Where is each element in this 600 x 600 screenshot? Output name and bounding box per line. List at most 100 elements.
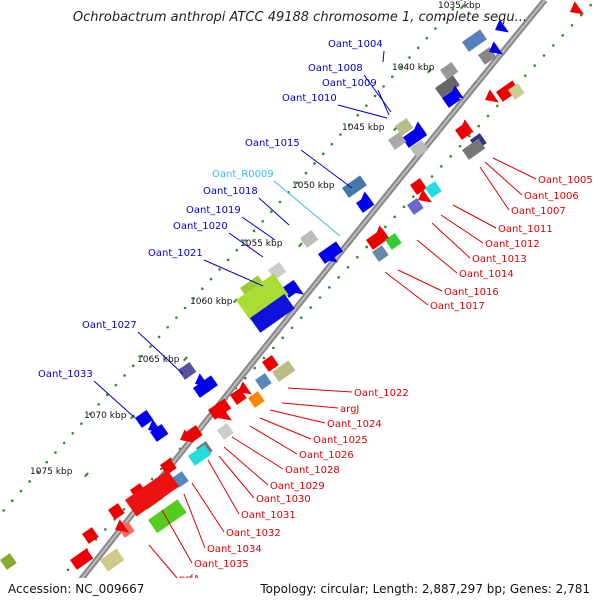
reverse-gene-feature xyxy=(148,499,187,534)
footer-bar: Accession: NC_009667 Topology: circular;… xyxy=(0,578,600,600)
gene-label-forward: Oant_1008 xyxy=(308,63,363,74)
gene-label-leader-line xyxy=(431,222,471,259)
outer-tick-dot xyxy=(309,306,312,309)
forward-gene-feature xyxy=(342,175,367,198)
gene-label-forward: Oant_1018 xyxy=(203,186,258,197)
gene-label-forward: Oant_1004 xyxy=(328,39,383,50)
inner-tick-dot xyxy=(114,383,118,387)
reverse-gene-feature xyxy=(462,138,486,160)
outer-tick-dot xyxy=(365,245,368,249)
gene-label-leader-line xyxy=(363,74,392,113)
inner-tick-dot xyxy=(45,460,49,464)
backbone-layer xyxy=(62,0,548,600)
gene-label-leader-line xyxy=(231,436,284,470)
outer-tick-dot xyxy=(66,568,70,572)
gene-label-forward: Oant_1019 xyxy=(186,205,241,216)
reverse-gene-feature xyxy=(207,398,232,420)
reverse-gene-feature xyxy=(70,548,94,570)
scale-tick-mark xyxy=(83,472,89,478)
inner-tick-dot xyxy=(209,277,213,281)
scale-tick-mark xyxy=(130,414,135,420)
inner-tick-dot xyxy=(192,297,195,300)
outer-tick-dot xyxy=(346,265,350,269)
outer-tick-dot xyxy=(580,13,583,17)
gene-label-leader-line xyxy=(337,104,388,119)
inner-tick-dot xyxy=(356,113,360,117)
gene-label-reverse: Oant_1014 xyxy=(459,269,514,280)
outer-tick-dot xyxy=(104,528,107,531)
gene-label-leader-line xyxy=(377,89,390,116)
reverse-gene-feature xyxy=(371,245,389,262)
inner-tick-dot xyxy=(62,441,66,445)
topology-info-text: Topology: circular; Length: 2,887,297 bp… xyxy=(260,582,590,596)
inner-tick-dot xyxy=(218,268,221,271)
inner-tick-dot xyxy=(347,123,351,127)
outer-tick-dot xyxy=(533,64,536,67)
inner-tick-dot xyxy=(140,354,144,358)
forward-gene-feature xyxy=(135,409,154,428)
inner-tick-dot xyxy=(278,200,282,204)
forward-gene-feature xyxy=(178,361,197,380)
reverse-gene-arrow xyxy=(375,225,389,239)
forward-gene-feature xyxy=(395,117,414,136)
gene-label-leader-line xyxy=(281,402,339,409)
forward-gene-arrow xyxy=(290,281,304,295)
gene-features-layer xyxy=(0,1,584,596)
outer-tick-dot xyxy=(272,346,275,350)
forward-gene-feature xyxy=(99,548,125,572)
gene-label-reverse: Oant_1024 xyxy=(327,419,382,430)
label-lines-layer xyxy=(93,50,537,579)
gene-label-leader-line xyxy=(191,482,225,533)
outer-tick-dot xyxy=(430,175,434,178)
inner-tick-dot xyxy=(28,480,31,483)
scale-tick-mark xyxy=(427,68,432,74)
outer-tick-dot xyxy=(468,134,471,138)
outer-tick-dot xyxy=(300,316,303,319)
gene-label-leader-line xyxy=(148,544,178,579)
inner-tick-dot xyxy=(149,345,152,348)
outer-tick-dot xyxy=(337,276,340,279)
gene-label-reverse: Oant_1022 xyxy=(354,388,409,399)
inner-tick-dot xyxy=(71,431,75,435)
outer-tick-dot xyxy=(393,215,396,219)
outer-tick-dot xyxy=(412,195,415,198)
inner-tick-dot xyxy=(226,258,230,262)
gene-label-forward: Oant_1015 xyxy=(245,138,300,149)
gene-label-leader-line xyxy=(228,232,264,258)
inner-tick-dot xyxy=(321,152,325,156)
accession-text: Accession: NC_009667 xyxy=(8,582,145,596)
gene-label-reverse: Oant_1007 xyxy=(511,206,566,217)
inner-tick-dot xyxy=(390,75,394,79)
reverse-gene-feature xyxy=(272,360,296,382)
scale-label: 1045 kbp xyxy=(342,123,385,133)
inner-tick-dot xyxy=(10,499,14,503)
reverse-gene-feature xyxy=(496,80,520,102)
inner-tick-dot xyxy=(434,27,437,30)
forward-gene-feature xyxy=(462,29,487,52)
outer-tick-dot xyxy=(486,114,490,118)
reverse-gene-feature xyxy=(188,444,212,466)
forward-gene-arrow xyxy=(360,191,374,205)
forward-gene-feature xyxy=(440,61,459,80)
forward-gene-feature xyxy=(240,275,265,298)
outer-tick-dot xyxy=(552,44,555,47)
outer-tick-dot xyxy=(262,356,266,360)
scale-label: 1055 kbp xyxy=(240,239,283,249)
forward-gene-arrow xyxy=(413,121,427,135)
inner-tick-dot xyxy=(80,422,83,425)
gene-label-leader-line xyxy=(492,157,537,180)
outer-tick-dot xyxy=(477,124,480,128)
inner-tick-dot xyxy=(175,316,178,319)
reverse-gene-feature xyxy=(255,373,272,390)
reverse-gene-feature xyxy=(217,423,234,440)
inner-tick-dot xyxy=(157,335,161,339)
gene-label-leader-line xyxy=(416,239,458,274)
forward-gene-arrow xyxy=(324,249,338,263)
gene-label-reverse: Oant_1028 xyxy=(285,465,340,476)
gene-label-leader-line xyxy=(382,50,385,63)
reverse-gene-arrow xyxy=(180,429,194,443)
gene-label-forward: Oant_1033 xyxy=(38,369,93,380)
gene-label-reverse: Oant_1031 xyxy=(241,510,296,521)
gene-label-leader-line xyxy=(203,259,264,287)
gene-label-reverse: Oant_1025 xyxy=(313,435,368,446)
